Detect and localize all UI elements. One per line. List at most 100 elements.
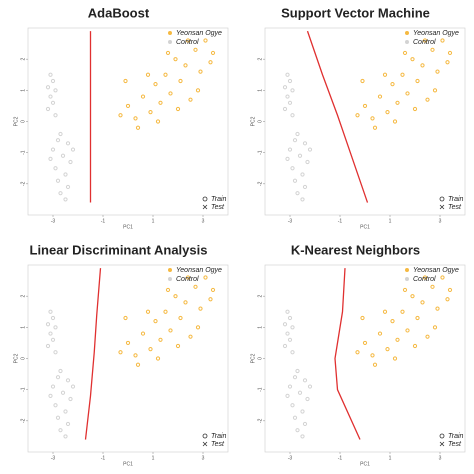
point [68, 159, 73, 165]
point [178, 315, 183, 321]
point [412, 106, 418, 112]
point [292, 138, 298, 143]
plot-frame [264, 264, 466, 453]
point [148, 110, 153, 115]
x-axis-label: PC1 [360, 224, 370, 230]
point [195, 325, 201, 330]
point [210, 287, 216, 293]
legend-swatch [168, 31, 172, 35]
point [385, 347, 390, 352]
y-axis-label: PC2 [250, 116, 256, 126]
point [420, 63, 425, 68]
x-tick-label: 1 [152, 218, 155, 224]
point [415, 315, 420, 321]
point [300, 434, 305, 439]
shape-legend-label: Train [211, 196, 227, 203]
point [302, 141, 308, 146]
point [203, 275, 208, 280]
y-tick-label: 1 [257, 326, 263, 329]
point [430, 47, 435, 52]
point [392, 356, 398, 361]
point [135, 125, 141, 130]
point [45, 322, 51, 327]
point [145, 309, 151, 314]
point [290, 350, 295, 355]
point [447, 50, 453, 56]
point [405, 328, 410, 333]
point [185, 275, 191, 280]
chart-panel: Linear Discriminant Analysis -3 -1 1 3 -2 -1 0 1… [13, 242, 229, 467]
legend-swatch [405, 268, 409, 272]
x-tick-label: -1 [101, 455, 106, 461]
y-tick-label: 2 [257, 295, 263, 298]
y-tick-label: -2 [20, 418, 26, 423]
point [415, 78, 420, 84]
shape-legend-symbol [439, 196, 445, 202]
point [183, 300, 188, 305]
point [63, 172, 68, 177]
legend-label: Yeonsan Ogye [413, 30, 459, 37]
x-axis-label: PC1 [123, 461, 133, 467]
point [377, 331, 383, 336]
point [362, 103, 368, 109]
point [198, 306, 203, 311]
point [165, 287, 171, 293]
point [173, 294, 178, 299]
point [410, 294, 415, 299]
point [63, 409, 68, 414]
point [292, 178, 298, 183]
shape-legend-label: Test [211, 441, 225, 448]
point [290, 88, 295, 93]
point [390, 319, 395, 324]
point [168, 328, 173, 333]
legend-label: Control [413, 39, 436, 46]
point [50, 100, 56, 105]
decision-boundary [334, 268, 361, 440]
x-tick-label: -1 [101, 218, 106, 224]
point [50, 147, 56, 152]
point [410, 57, 415, 62]
point [133, 353, 138, 358]
point [68, 396, 73, 402]
point [285, 72, 290, 77]
point [287, 337, 293, 342]
point [412, 343, 418, 349]
point [50, 78, 56, 84]
point [48, 393, 53, 398]
point [295, 131, 300, 137]
point [290, 403, 295, 408]
point [392, 119, 398, 124]
y-tick-label: -2 [20, 181, 26, 186]
shape-legend-label: Train [448, 196, 464, 203]
point [370, 116, 375, 121]
point [195, 88, 201, 93]
y-axis-label: PC2 [13, 353, 19, 363]
y-tick-label: 0 [257, 357, 263, 360]
chart-title: AdaBoost [88, 5, 150, 20]
y-tick-label: 0 [20, 120, 26, 123]
x-tick-label: 1 [152, 455, 155, 461]
y-tick-label: 2 [257, 58, 263, 61]
point [165, 50, 171, 56]
point [425, 97, 430, 102]
shape-legend-symbol [202, 204, 208, 210]
y-tick-label: -2 [257, 181, 263, 186]
legend-label: Control [176, 39, 199, 46]
point [287, 147, 293, 152]
point [445, 60, 450, 65]
legend-label: Yeonsan Ogye [413, 267, 459, 274]
point [297, 390, 303, 395]
point [287, 100, 293, 105]
point [430, 284, 435, 289]
point [302, 421, 308, 427]
point [405, 91, 410, 96]
y-tick-label: 0 [257, 120, 263, 123]
shape-legend-symbol [202, 441, 208, 447]
plot-frame [264, 27, 466, 216]
x-tick-label: 3 [439, 218, 442, 224]
point [178, 78, 183, 84]
point [163, 72, 168, 77]
chart-title: Linear Discriminant Analysis [30, 242, 208, 257]
point [175, 106, 181, 112]
